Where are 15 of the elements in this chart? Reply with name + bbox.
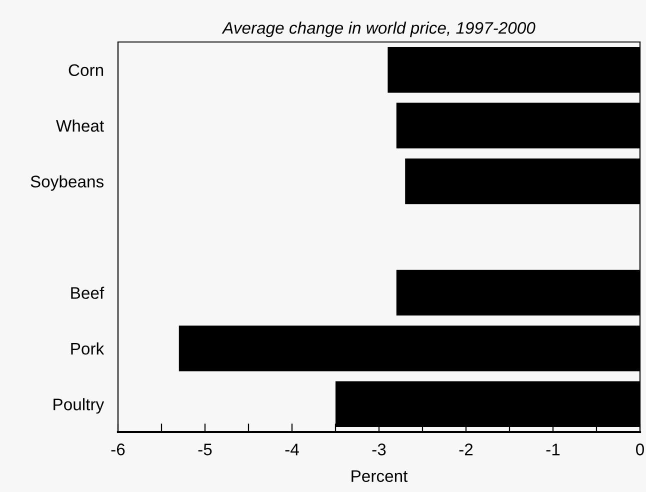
x-tick-label: -1: [546, 444, 560, 456]
x-tick-label: -4: [285, 444, 299, 456]
y-tick-label: Corn: [68, 64, 104, 76]
x-tick-label: -3: [372, 444, 386, 456]
x-tick-label: -2: [459, 444, 473, 456]
y-tick-label: Wheat: [56, 120, 104, 132]
x-tick-label: -6: [111, 444, 125, 456]
y-tick-label: Poultry: [54, 398, 104, 414]
x-tick-label: 0: [636, 444, 644, 456]
chart-title: Average change in world price, 1997-2000: [222, 22, 536, 38]
y-tick-label: Pork: [71, 342, 104, 355]
y-tick-label: Soybeans: [30, 175, 104, 191]
x-axis-title: Percent: [352, 470, 408, 482]
y-tick-label: Beef: [71, 286, 104, 299]
x-tick-label: -5: [198, 444, 212, 456]
